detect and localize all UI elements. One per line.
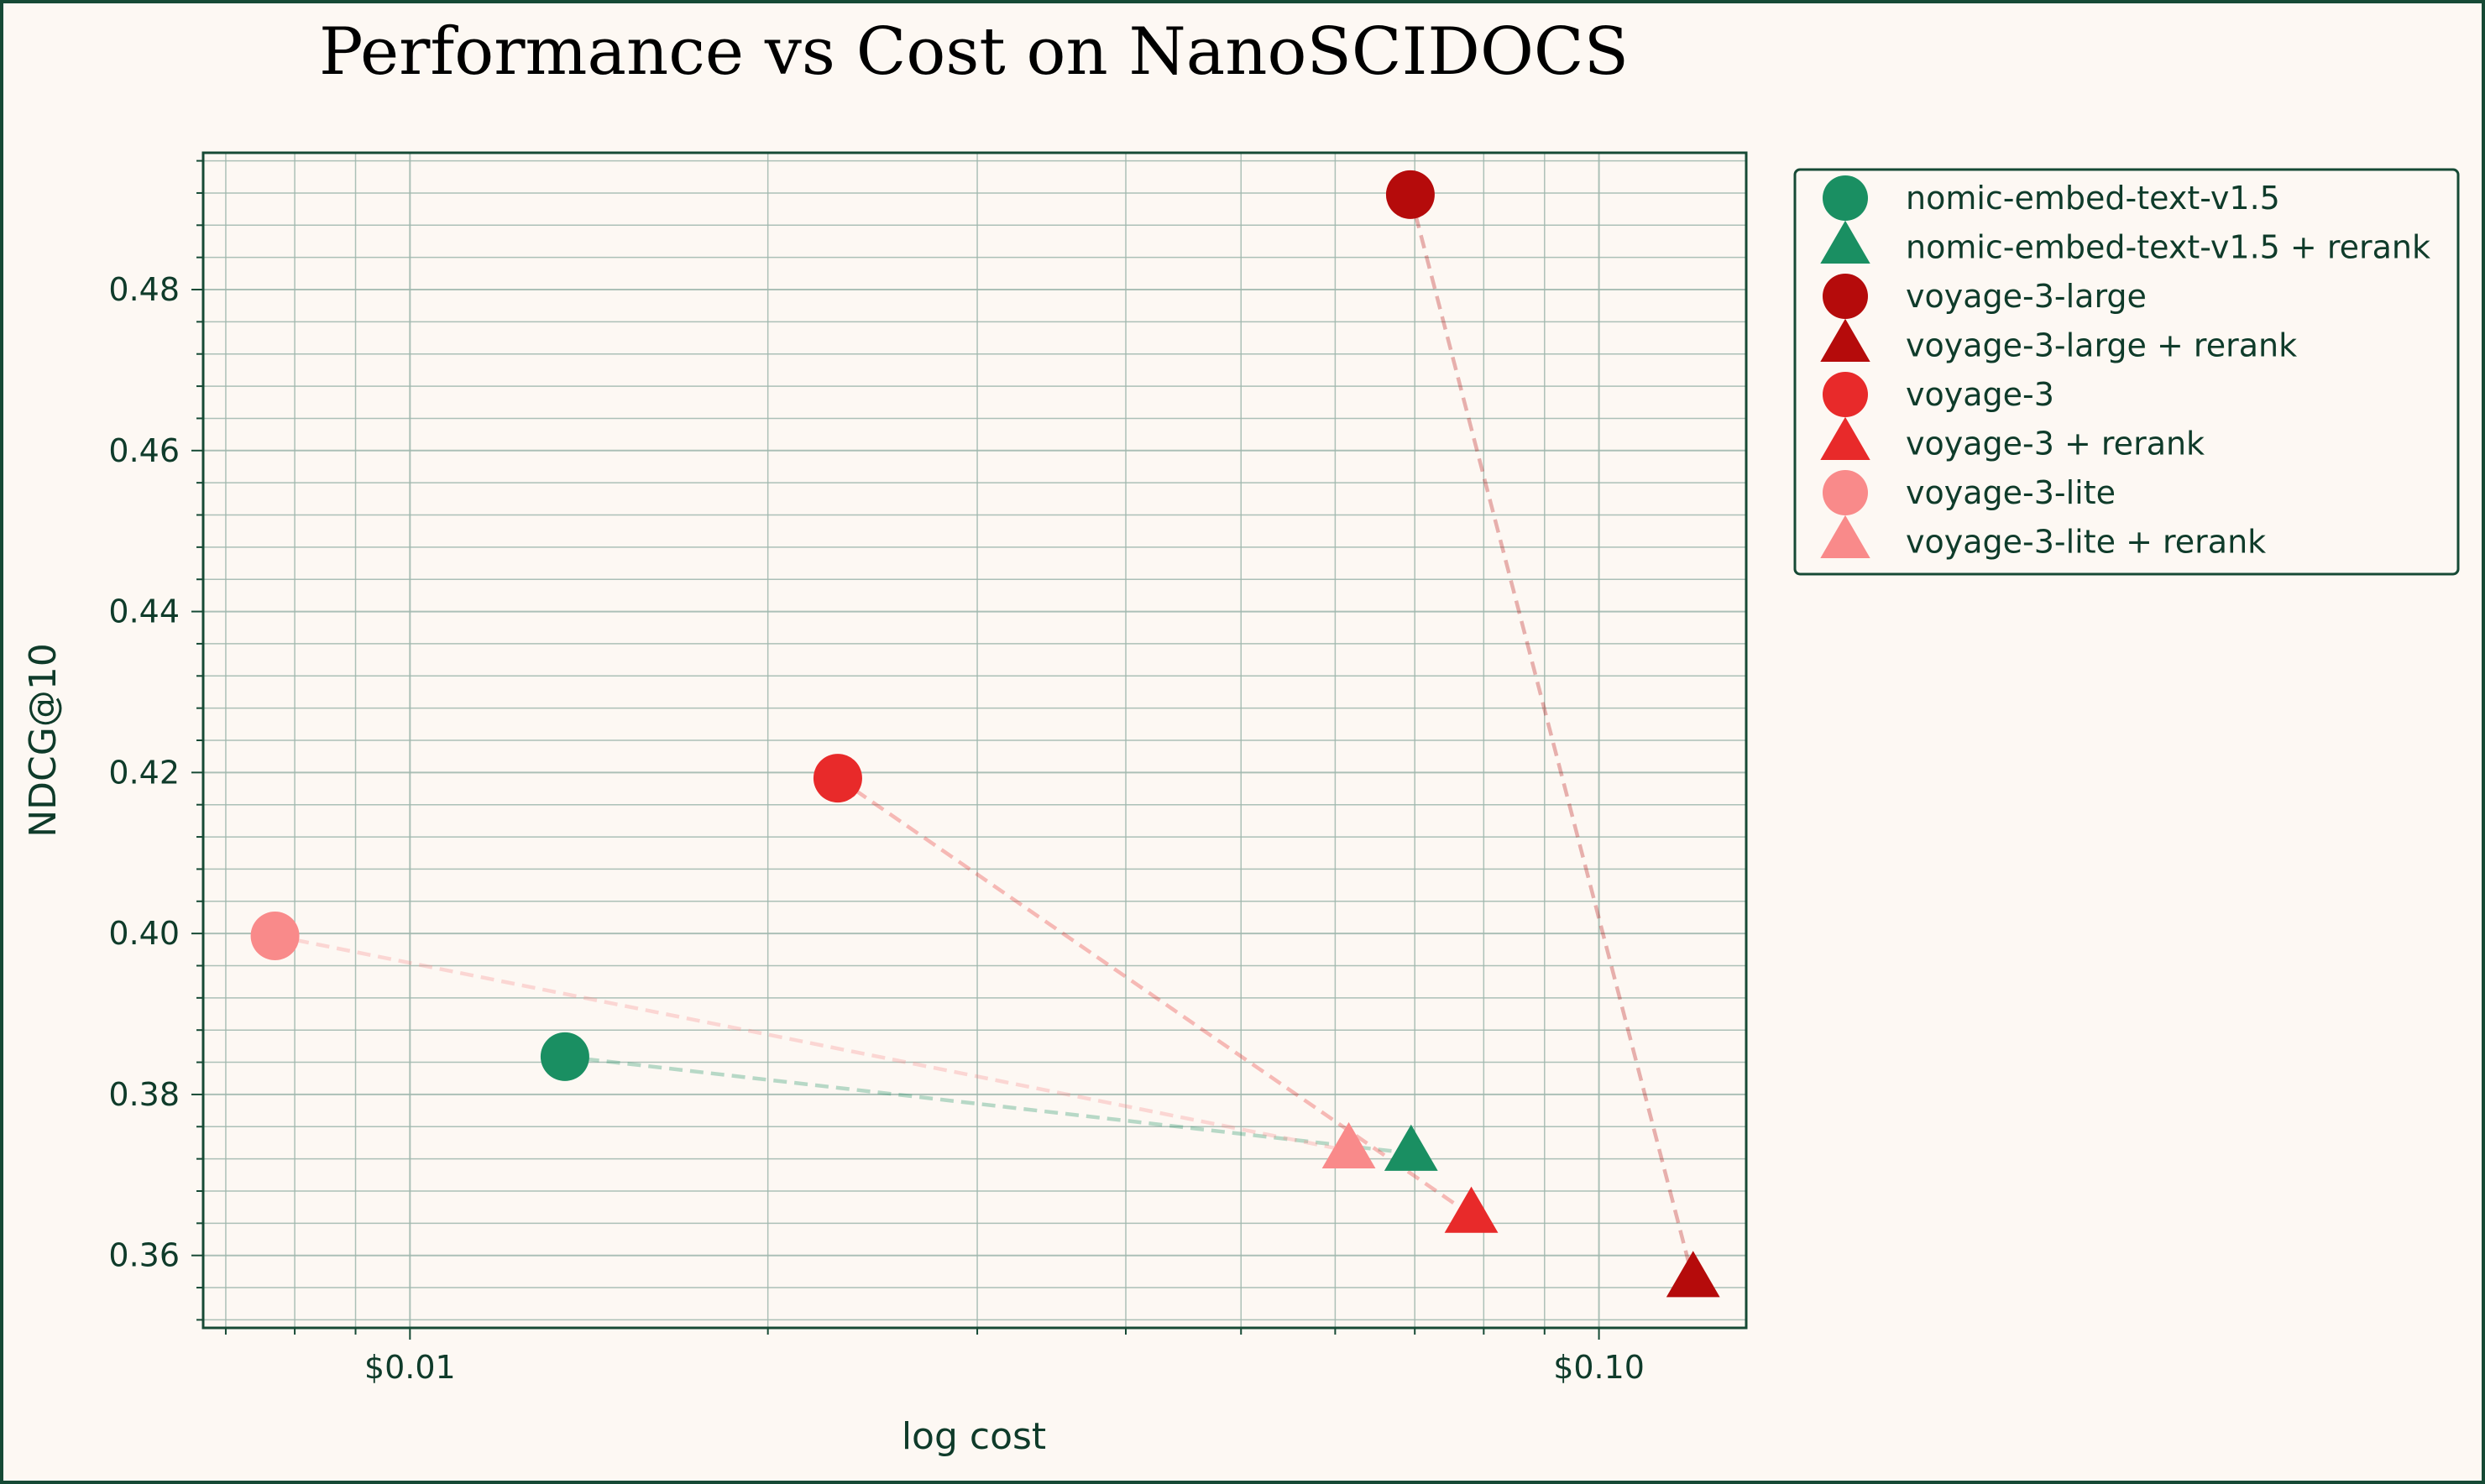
data-point-circle [250,912,300,961]
data-point-triangle [1444,1186,1499,1233]
legend-marker [1820,416,1870,460]
data-point-triangle [1666,1251,1720,1298]
legend-marker [1820,318,1870,362]
y-tick-label: 0.44 [108,593,180,630]
data-point-circle [1385,170,1435,219]
legend-label: voyage-3 [1906,376,2054,413]
connector-lines [275,194,1695,1281]
legend-label: voyage-3-lite + rerank [1906,524,2266,561]
data-point-circle [813,754,862,803]
legend: nomic-embed-text-v1.5 nomic-embed-text-v1… [1793,168,2460,576]
legend-marker [1820,515,1870,558]
legend-marker [1823,470,1868,515]
legend-label: voyage-3-large [1906,278,2147,315]
x-tick-label: $0.10 [1553,1349,1645,1386]
chart-title: Performance vs Cost on NanoSCIDOCS [319,14,1629,90]
legend-marker [1823,175,1868,221]
y-tick-label: 0.36 [108,1237,180,1274]
y-tick-label: 0.48 [108,271,180,308]
connector-line [836,776,1473,1217]
legend-label: nomic-embed-text-v1.5 + rerank [1906,229,2430,266]
y-tick-label: 0.42 [108,754,180,791]
legend-label: voyage-3-large + rerank [1906,327,2297,364]
data-point-triangle [1384,1124,1438,1171]
grid [203,153,1746,1328]
data-markers [250,170,1720,1298]
legend-marker [1823,274,1868,319]
data-point-circle [540,1032,589,1081]
legend-label: nomic-embed-text-v1.5 [1906,180,2280,217]
y-axis-label: NDCG@10 [22,643,65,838]
x-tick-label: $0.01 [364,1349,456,1386]
x-axis-label: log cost [902,1415,1046,1458]
connector-line [1408,194,1695,1281]
connector-line [564,1054,1412,1156]
legend-marker [1820,220,1870,264]
data-point-triangle [1321,1121,1376,1168]
legend-label: voyage-3 + rerank [1906,426,2205,462]
connector-line [275,933,1350,1153]
legend-marker [1823,372,1868,417]
axis-ticks: $0.01 $0.10 0.36 0.38 0.40 0.42 0.44 0.46 0.48 [108,159,1645,1386]
y-tick-label: 0.46 [108,432,180,469]
y-tick-label: 0.40 [108,915,180,952]
legend-label: voyage-3-lite [1906,474,2116,511]
legend-box [1793,168,2460,576]
y-tick-label: 0.38 [108,1076,180,1113]
